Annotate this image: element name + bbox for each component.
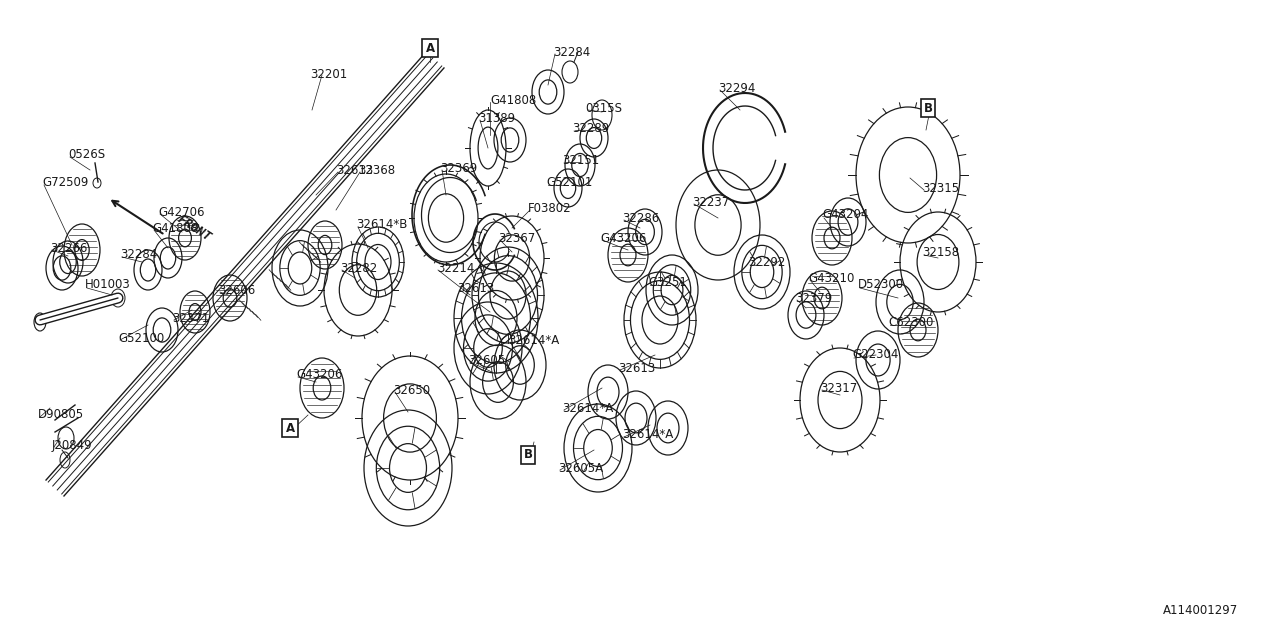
Text: 32368: 32368 (358, 163, 396, 177)
Text: 32294: 32294 (718, 81, 755, 95)
Text: 32613: 32613 (457, 282, 494, 294)
Text: 32237: 32237 (692, 195, 730, 209)
Text: F03802: F03802 (529, 202, 572, 214)
Text: A: A (425, 42, 435, 54)
Text: G72509: G72509 (42, 175, 88, 189)
Text: 32201: 32201 (310, 68, 347, 81)
Text: 32284: 32284 (553, 45, 590, 58)
Text: A114001297: A114001297 (1162, 604, 1238, 616)
Text: 32613: 32613 (618, 362, 655, 374)
Text: B: B (923, 102, 933, 115)
Text: G42706: G42706 (157, 205, 205, 218)
Text: 32292: 32292 (748, 255, 786, 269)
Text: H01003: H01003 (84, 278, 131, 291)
Text: 32605A: 32605A (558, 461, 603, 474)
Text: 32286: 32286 (622, 211, 659, 225)
Text: 32315: 32315 (922, 182, 959, 195)
Text: 32266: 32266 (50, 241, 87, 255)
Text: G52101: G52101 (547, 175, 593, 189)
Text: 32614*A: 32614*A (622, 429, 673, 442)
Text: G43210: G43210 (808, 271, 854, 285)
Text: 32369: 32369 (440, 161, 477, 175)
Text: 32214: 32214 (436, 262, 475, 275)
Text: B: B (524, 449, 532, 461)
Text: D52300: D52300 (858, 278, 904, 291)
Text: 32614*B: 32614*B (356, 218, 407, 232)
Text: 32282: 32282 (340, 262, 378, 275)
Text: G43206: G43206 (296, 369, 342, 381)
Text: 32289: 32289 (572, 122, 609, 134)
Text: D90805: D90805 (38, 408, 84, 422)
Text: 31389: 31389 (477, 111, 515, 125)
Text: G43204: G43204 (822, 209, 868, 221)
Text: 32614*A: 32614*A (562, 401, 613, 415)
Text: G3251: G3251 (648, 275, 687, 289)
Text: 0526S: 0526S (68, 148, 105, 161)
Text: 32158: 32158 (922, 246, 959, 259)
Text: 32650: 32650 (393, 383, 430, 397)
Text: 0315S: 0315S (585, 102, 622, 115)
Text: 32605: 32605 (468, 353, 506, 367)
Text: G52100: G52100 (118, 332, 164, 344)
Text: 32613: 32613 (335, 163, 374, 177)
Text: J20849: J20849 (52, 438, 92, 451)
Text: 32614*A: 32614*A (508, 333, 559, 346)
Text: 32606: 32606 (218, 284, 255, 296)
Text: 32151: 32151 (562, 154, 599, 166)
Text: C62300: C62300 (888, 316, 933, 328)
Text: G22304: G22304 (852, 349, 899, 362)
Text: 32371: 32371 (172, 312, 209, 324)
Text: G43206: G43206 (600, 232, 646, 244)
Text: 32367: 32367 (498, 232, 535, 244)
Text: 32379: 32379 (795, 291, 832, 305)
Text: G41808: G41808 (152, 221, 198, 234)
Text: FRONT: FRONT (175, 212, 214, 244)
Text: G41808: G41808 (490, 93, 536, 106)
Text: 32284: 32284 (120, 248, 157, 262)
Text: A: A (285, 422, 294, 435)
Text: 32317: 32317 (820, 381, 858, 394)
